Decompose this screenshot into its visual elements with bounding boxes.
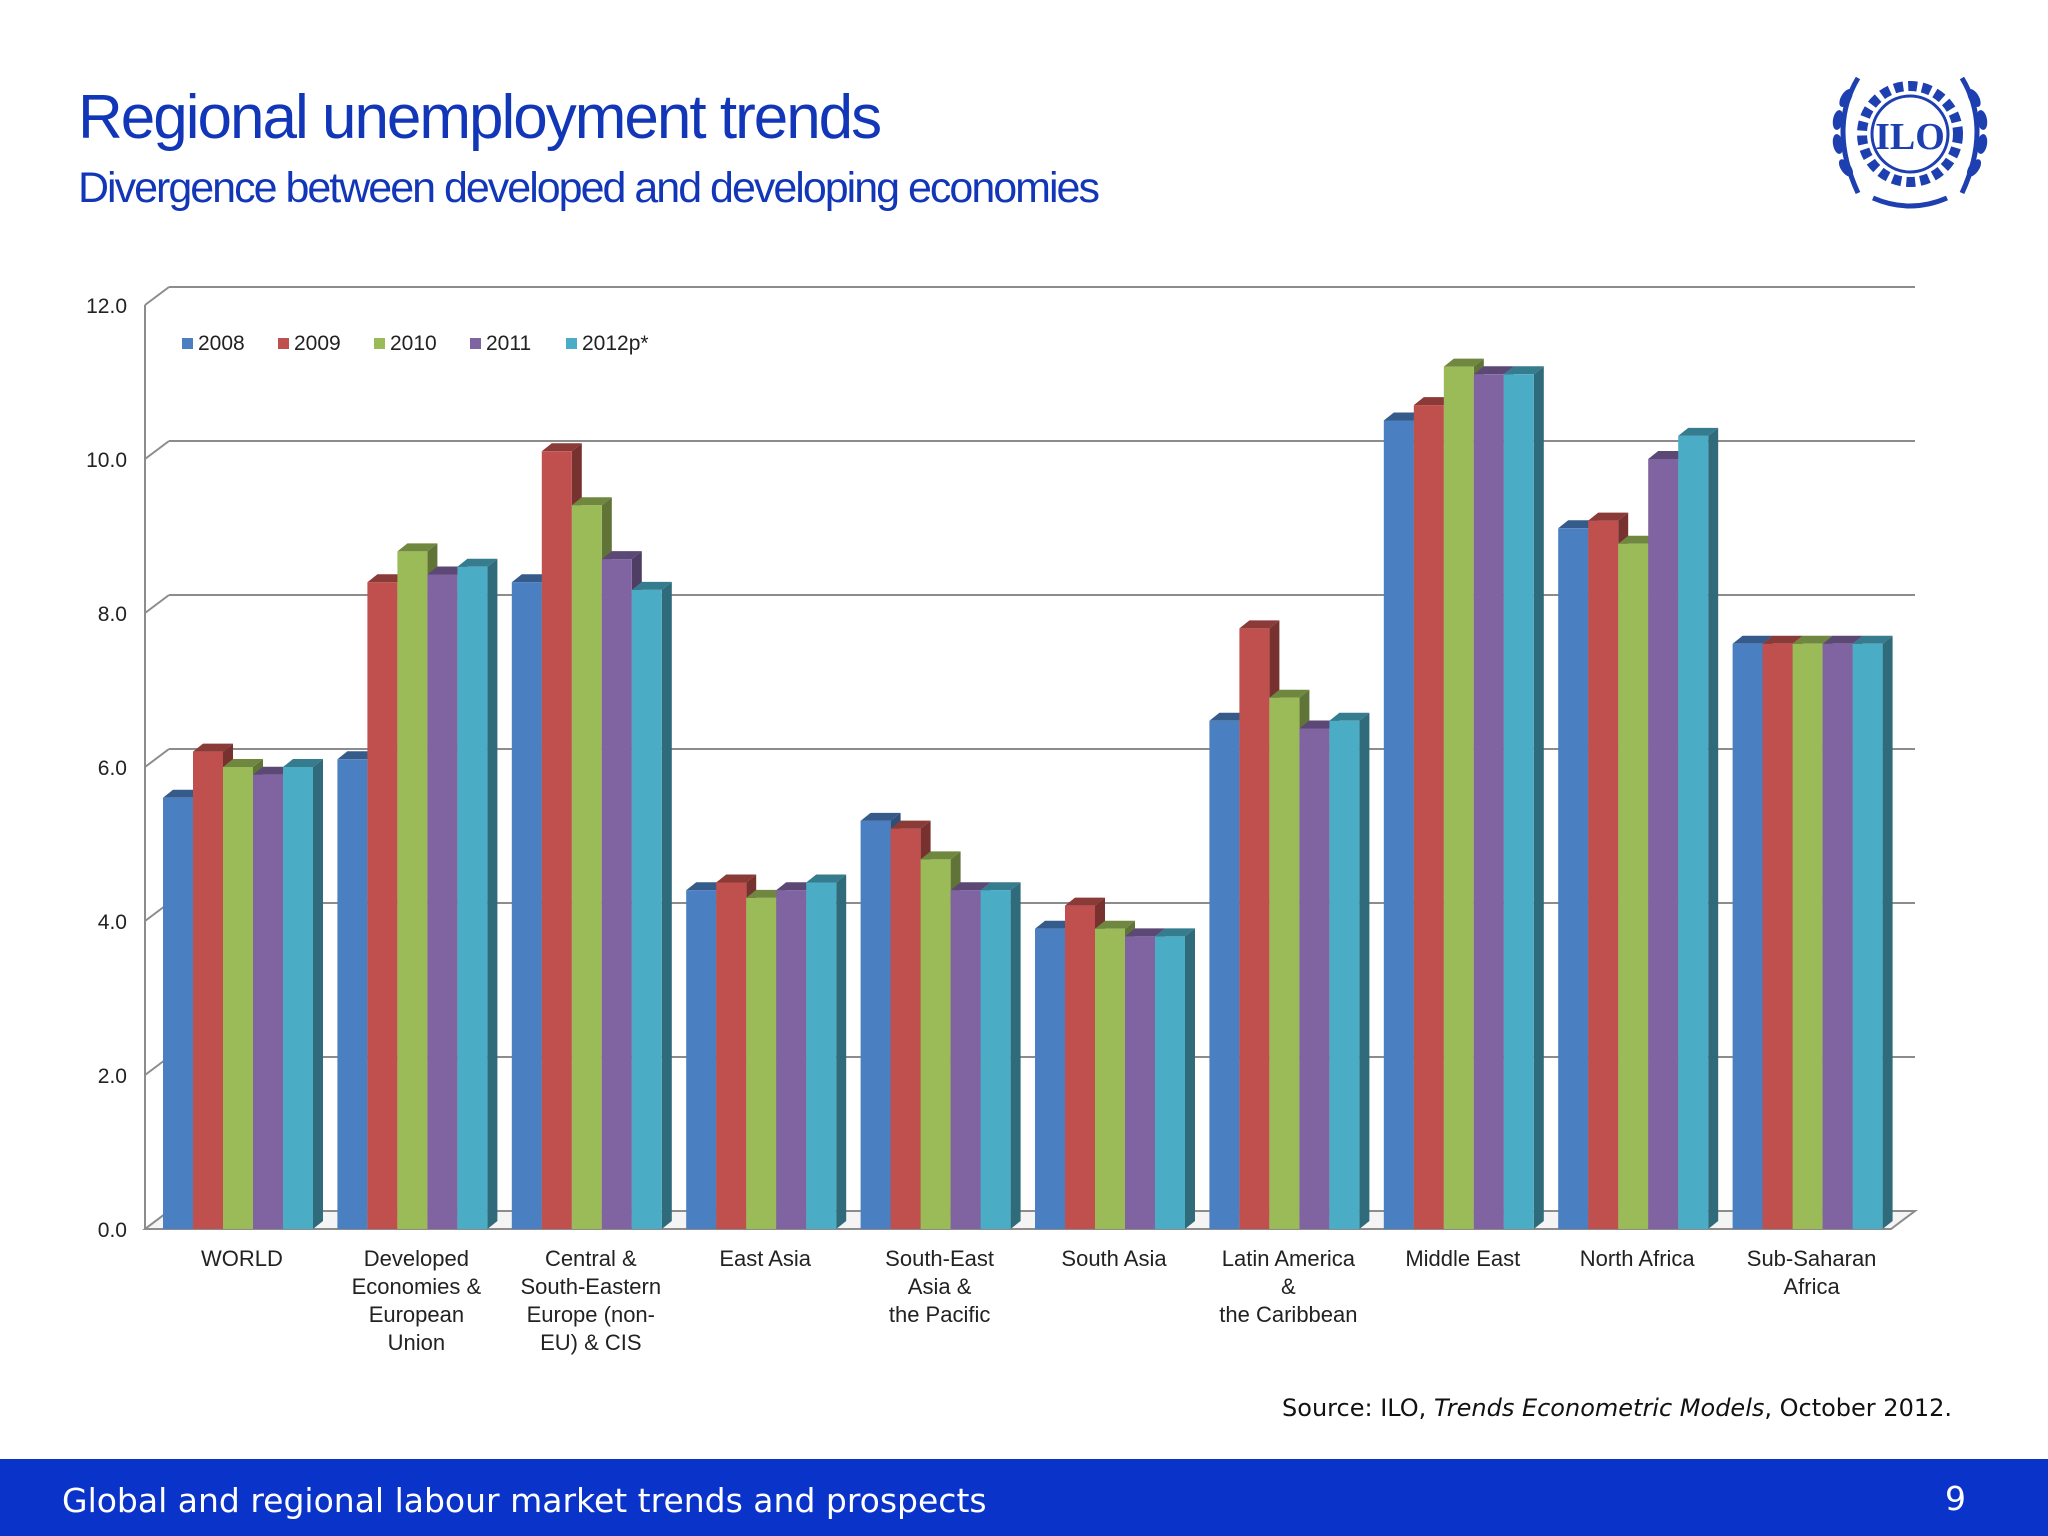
slide-title: Regional unemployment trends bbox=[78, 83, 882, 152]
category-label: the Caribbean bbox=[1219, 1302, 1357, 1327]
bar-chart: 0.0 2.0 4.0 6.0 8.0 10.0 12.0 WORLD Developed Eco… bbox=[86, 286, 1918, 1355]
gridline-diagonal bbox=[144, 286, 170, 306]
category-label: North Africa bbox=[1580, 1246, 1696, 1271]
y-tick-label: 12.0 bbox=[86, 295, 127, 318]
legend-label: 2009 bbox=[294, 332, 341, 355]
y-tick-label: 2.0 bbox=[98, 1065, 127, 1088]
category-label: Economies & bbox=[352, 1274, 482, 1299]
legend-label: 2010 bbox=[390, 332, 437, 355]
slide-subtitle: Divergence between developed and develop… bbox=[78, 164, 1100, 212]
gridline-diagonal bbox=[144, 440, 170, 460]
category-label: European bbox=[369, 1302, 464, 1327]
legend-swatch bbox=[470, 338, 481, 349]
legend-swatch bbox=[374, 338, 385, 349]
bar-2012p*-9 bbox=[1852, 635, 1893, 1229]
category-label: Europe (non- bbox=[527, 1302, 655, 1327]
legend-label: 2012p* bbox=[582, 332, 649, 355]
source-note: Source: ILO, Trends Econometric Models, … bbox=[1282, 1394, 1952, 1422]
legend-swatch bbox=[566, 338, 577, 349]
category-label: EU) & CIS bbox=[540, 1330, 641, 1355]
source-prefix: Source: ILO, bbox=[1282, 1394, 1434, 1422]
y-tick-label: 8.0 bbox=[98, 603, 127, 626]
legend-swatch bbox=[278, 338, 289, 349]
bar-2012p*-3 bbox=[806, 874, 847, 1229]
bar-2012p*-4 bbox=[980, 882, 1021, 1229]
category-label: South-Eastern bbox=[520, 1274, 661, 1299]
category-label: Developed bbox=[364, 1246, 469, 1271]
category-label: Middle East bbox=[1405, 1246, 1520, 1271]
source-suffix: , October 2012. bbox=[1764, 1394, 1952, 1422]
y-tick-label: 4.0 bbox=[98, 911, 127, 934]
legend-label: 2011 bbox=[486, 332, 531, 355]
bar-2012p*-6 bbox=[1329, 712, 1370, 1229]
chart-area: 0.0 2.0 4.0 6.0 8.0 10.0 12.0 WORLD Developed Eco… bbox=[0, 250, 2048, 1380]
footer-text: Global and regional labour market trends… bbox=[62, 1481, 987, 1520]
gridline-diagonal bbox=[144, 748, 170, 768]
category-label: Union bbox=[388, 1330, 445, 1355]
category-label: Sub-Saharan bbox=[1747, 1246, 1877, 1271]
bar-2012p*-2 bbox=[631, 581, 672, 1229]
category-label: & bbox=[1281, 1274, 1296, 1299]
category-label: WORLD bbox=[201, 1246, 283, 1271]
source-title: Trends Econometric Models bbox=[1433, 1394, 1765, 1422]
logo-text: ILO bbox=[1875, 116, 1945, 158]
page-number: 9 bbox=[1945, 1479, 1966, 1518]
category-label: East Asia bbox=[719, 1246, 811, 1271]
category-label: the Pacific bbox=[889, 1302, 991, 1327]
gridline-diagonal bbox=[144, 594, 170, 614]
legend-label: 2008 bbox=[198, 332, 245, 355]
bar-2012p*-8 bbox=[1678, 427, 1719, 1229]
legend-swatch bbox=[182, 338, 193, 349]
category-label: South-East bbox=[885, 1246, 994, 1271]
category-label: Africa bbox=[1783, 1274, 1840, 1299]
bar-2012p*-7 bbox=[1503, 366, 1544, 1229]
category-label: Asia & bbox=[908, 1274, 972, 1299]
ilo-logo: ILO bbox=[1832, 76, 1988, 209]
y-tick-label: 6.0 bbox=[98, 757, 127, 780]
bar-2012p*-0 bbox=[283, 759, 323, 1229]
y-tick-label: 10.0 bbox=[86, 449, 127, 472]
footer-bar: Global and regional labour market trends… bbox=[0, 1459, 2048, 1536]
y-tick-label: 0.0 bbox=[98, 1219, 127, 1242]
category-label: Central & bbox=[545, 1246, 637, 1271]
category-label: South Asia bbox=[1061, 1246, 1167, 1271]
category-label: Latin America bbox=[1222, 1246, 1356, 1271]
bar-2012p*-5 bbox=[1155, 928, 1195, 1229]
bar-2012p*-1 bbox=[457, 558, 498, 1229]
